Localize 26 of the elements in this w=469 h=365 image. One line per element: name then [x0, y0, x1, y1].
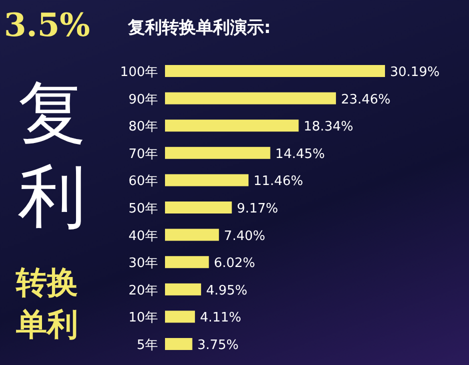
data-label: 7.40%: [224, 228, 266, 244]
text: 3.5%: [4, 6, 90, 44]
text: 复利: [18, 73, 87, 239]
y-tick-label: 5年: [136, 338, 158, 353]
y-tick-label: 70年: [128, 146, 158, 162]
y-tick-label: 80年: [128, 120, 158, 135]
data-label: 6.02%: [214, 256, 256, 272]
y-tick-label: 50年: [128, 202, 158, 216]
text: 转换单利: [16, 264, 79, 345]
chart-title: 复利转换单利演示:: [128, 17, 271, 39]
y-tick-label: 30年: [128, 256, 158, 272]
data-label: 30.19%: [390, 65, 440, 80]
data-label: 3.75%: [197, 338, 239, 353]
y-tick-label: 60年: [128, 174, 158, 190]
y-tick-label: 90年: [128, 92, 158, 108]
data-label: 14.45%: [275, 146, 325, 162]
y-tick-label: 10年: [128, 310, 158, 326]
data-label: 4.95%: [206, 283, 248, 298]
data-label: 11.46%: [254, 174, 304, 190]
data-label: 9.17%: [236, 202, 278, 216]
data-label: 23.46%: [340, 92, 391, 108]
y-tick-label: 40年: [128, 228, 158, 244]
y-tick-label: 100年: [120, 65, 158, 80]
data-label: 4.11%: [200, 310, 242, 326]
data-label: 18.34%: [304, 120, 354, 135]
y-tick-label: 20年: [128, 283, 158, 298]
